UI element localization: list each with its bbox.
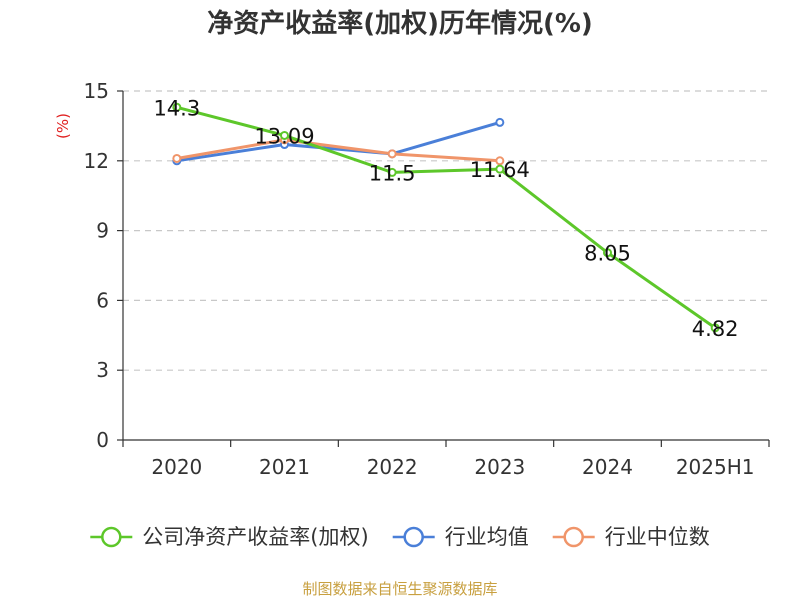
data-labels: 14.3 13.09 11.5 11.64 8.05 4.82 (153, 96, 738, 341)
y-tick-label: 3 (96, 358, 109, 382)
data-point (387, 149, 397, 159)
y-tick-label: 0 (96, 428, 109, 452)
y-tick-label: 15 (84, 79, 109, 103)
data-point (495, 164, 505, 174)
data-point (495, 117, 505, 127)
data-point (603, 248, 612, 258)
data-label: 11.5 (369, 161, 416, 185)
data-label: 13.09 (254, 124, 314, 148)
data-point (172, 102, 182, 112)
legend-label: 行业均值 (445, 525, 529, 549)
data-label: 14.3 (153, 96, 200, 120)
series-line (175, 138, 502, 163)
data-label: 11.64 (470, 158, 530, 182)
grid-lines (123, 90, 769, 371)
legend-item[interactable]: 行业均值 (392, 525, 529, 549)
data-point (387, 167, 397, 177)
legend: 公司净资产收益率(加权) 行业均值 行业中位数 (90, 525, 710, 549)
series-line (175, 105, 717, 330)
data-point (172, 153, 182, 163)
y-tick-label: 12 (84, 149, 109, 173)
data-label: 8.05 (584, 242, 631, 266)
data-point (495, 156, 505, 166)
axes: 0 3 6 9 12 15 2020 2021 2022 2023 2024 2025H1 (84, 79, 770, 479)
legend-label: 公司净资产收益率(加权) (142, 525, 368, 549)
data-label: 4.82 (692, 317, 739, 341)
legend-item[interactable]: 行业中位数 (552, 525, 710, 549)
x-tick-label: 2022 (367, 455, 418, 479)
y-tick-label: 9 (96, 219, 109, 243)
y-axis-unit-label: (%) (54, 113, 72, 139)
series-line (175, 120, 502, 163)
x-tick-label: 2025H1 (676, 455, 755, 479)
data-point (710, 323, 720, 333)
x-tick-label: 2021 (259, 455, 310, 479)
data-point (280, 130, 289, 140)
y-tick-label: 6 (96, 288, 109, 312)
x-tick-label: 2023 (474, 455, 525, 479)
series-lines (172, 102, 720, 333)
chart-title: 净资产收益率(加权)历年情况(%) (207, 8, 593, 39)
legend-item[interactable]: 公司净资产收益率(加权) (90, 525, 369, 549)
source-note: 制图数据来自恒生聚源数据库 (302, 580, 497, 598)
legend-symbol-marker (563, 526, 584, 548)
x-tick-label: 2024 (582, 455, 633, 479)
legend-label: 行业中位数 (605, 525, 710, 549)
legend-symbol-marker (403, 526, 424, 548)
x-tick-label: 2020 (151, 455, 202, 479)
legend-symbol-marker (101, 526, 122, 548)
